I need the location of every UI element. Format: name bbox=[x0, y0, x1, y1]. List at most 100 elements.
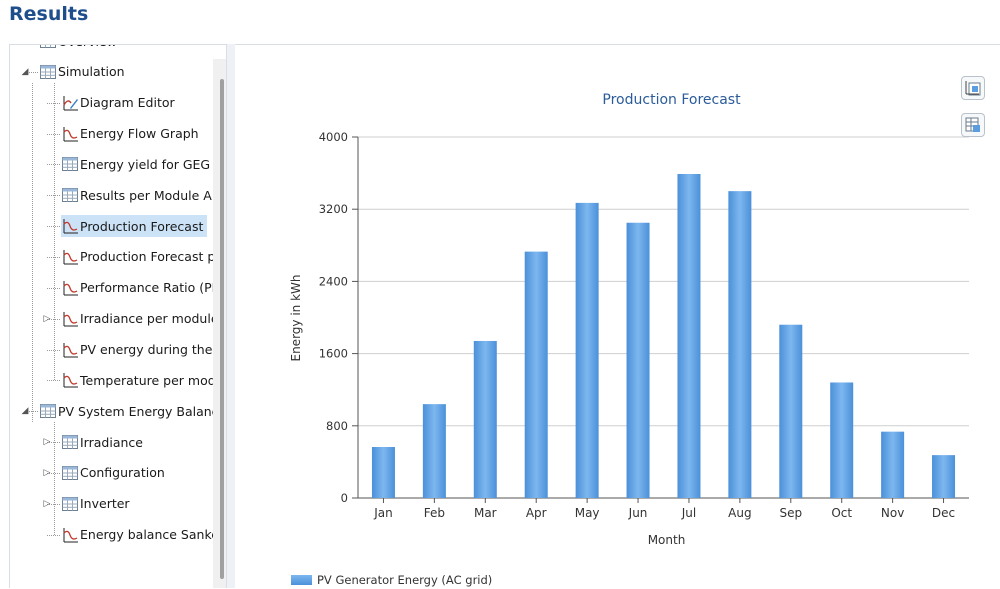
x-tick-label: Jun bbox=[628, 506, 648, 520]
x-tick-label: Sep bbox=[779, 506, 802, 520]
tree-item-label: Irradiance bbox=[80, 434, 143, 450]
tree-item-label: Diagram Editor bbox=[80, 95, 175, 111]
tree-connector bbox=[47, 226, 60, 228]
tree-item[interactable]: Overview bbox=[39, 45, 121, 52]
tree-scrollbar-thumb[interactable] bbox=[220, 79, 224, 579]
tree-item[interactable]: Irradiance per module bbox=[61, 308, 223, 330]
graph-icon bbox=[61, 125, 80, 143]
bar bbox=[779, 324, 803, 498]
tree-item[interactable]: PV System Energy Balance bbox=[39, 400, 227, 422]
tree-item-label: Performance Ratio (PF bbox=[80, 280, 219, 296]
bar bbox=[881, 431, 905, 498]
production-forecast-chart: Production Forecast 0 800 1600 2400 3200 4000 J… bbox=[289, 92, 969, 547]
chart-export-icon bbox=[965, 81, 981, 96]
collapse-arrow-icon[interactable]: ◢ bbox=[21, 66, 29, 77]
diagram-editor-icon bbox=[61, 94, 80, 112]
tree-connector bbox=[47, 380, 60, 382]
tree-item[interactable]: Performance Ratio (PF bbox=[61, 277, 223, 299]
x-tick-label: Apr bbox=[526, 506, 547, 520]
tree-scrollbar[interactable] bbox=[213, 59, 226, 588]
bar bbox=[626, 222, 650, 499]
table-icon bbox=[39, 402, 58, 420]
graph-icon bbox=[61, 341, 80, 359]
tree-item[interactable]: Simulation bbox=[39, 61, 129, 83]
graph-icon bbox=[61, 279, 80, 297]
results-tree-panel: Overview ◢ Simulation Diagram Editor Energy … bbox=[9, 44, 227, 588]
legend-swatch bbox=[291, 575, 312, 585]
tree-item[interactable]: PV energy during the bbox=[61, 339, 216, 361]
chart-panel: Production Forecast 0 800 1600 2400 3200 4000 J… bbox=[235, 44, 1000, 588]
chart-export-button[interactable] bbox=[961, 76, 985, 100]
panel-splitter[interactable] bbox=[227, 44, 235, 588]
tree-item[interactable]: Energy Flow Graph bbox=[61, 123, 203, 145]
y-axis-label: Energy in kWh bbox=[289, 275, 303, 362]
y-tick-label: 4000 bbox=[319, 130, 348, 144]
tree-item[interactable]: Production Forecast p bbox=[61, 246, 219, 268]
tree-item[interactable]: Configuration bbox=[61, 462, 169, 484]
tree-connector bbox=[47, 349, 60, 351]
tree-connector bbox=[25, 411, 38, 413]
x-tick-label: Nov bbox=[881, 506, 904, 520]
table-icon bbox=[61, 433, 80, 451]
x-tick-label: Mar bbox=[474, 506, 497, 520]
x-tick-label: Dec bbox=[932, 506, 955, 520]
expand-arrow-icon[interactable]: ▷ bbox=[43, 467, 51, 478]
tree-connector bbox=[47, 503, 60, 505]
tree-item[interactable]: Temperature per mod bbox=[61, 369, 220, 391]
y-tick-label: 800 bbox=[326, 419, 348, 433]
graph-icon bbox=[61, 217, 80, 235]
tree-item[interactable]: Results per Module Ar bbox=[61, 184, 221, 206]
expand-arrow-icon[interactable]: ▷ bbox=[43, 313, 51, 324]
tree-item-label: PV energy during the bbox=[80, 342, 213, 357]
x-tick-label: Oct bbox=[831, 506, 852, 520]
bar bbox=[677, 174, 701, 498]
tree-item-label: Irradiance per module bbox=[80, 311, 219, 327]
x-tick-label: Jul bbox=[681, 506, 696, 520]
tree-connector bbox=[47, 534, 60, 536]
tree-item-label: Energy Flow Graph bbox=[80, 126, 199, 142]
tree-item[interactable]: Energy balance Sanke bbox=[61, 524, 223, 546]
x-tick-label: May bbox=[575, 506, 600, 520]
y-tick-label: 2400 bbox=[319, 274, 348, 288]
table-icon bbox=[39, 63, 58, 81]
expand-arrow-icon[interactable]: ▷ bbox=[43, 498, 51, 509]
chart-legend: PV Generator Energy (AC grid) bbox=[291, 573, 492, 587]
tree-item-label: PV System Energy Balance bbox=[58, 403, 227, 419]
legend-label: PV Generator Energy (AC grid) bbox=[317, 573, 493, 587]
tree-item-label: Results per Module Ar bbox=[80, 187, 217, 203]
tree-item[interactable]: Inverter bbox=[61, 493, 134, 515]
tree-connector bbox=[54, 422, 55, 535]
bar bbox=[422, 404, 446, 498]
graph-icon bbox=[61, 371, 80, 389]
tree-item-label: Production Forecast p bbox=[80, 249, 216, 265]
table-icon bbox=[61, 464, 80, 482]
tree-item[interactable]: Diagram Editor bbox=[61, 92, 179, 114]
y-tick-label: 1600 bbox=[319, 347, 348, 361]
tree-item-label: Energy yield for GEG bbox=[80, 156, 211, 172]
table-export-button[interactable] bbox=[961, 113, 985, 137]
expand-arrow-icon[interactable]: ▷ bbox=[43, 437, 51, 448]
tree-item-label: Simulation bbox=[58, 64, 125, 80]
graph-icon bbox=[61, 310, 80, 328]
tree-item-label: Production Forecast bbox=[80, 218, 204, 234]
collapse-arrow-icon[interactable]: ◢ bbox=[21, 406, 29, 417]
tree-item-label: Energy balance Sanke bbox=[80, 527, 219, 543]
bar bbox=[524, 251, 548, 498]
x-tick-label: Jan bbox=[373, 506, 393, 520]
page-title: Results bbox=[9, 3, 89, 25]
bar bbox=[932, 455, 956, 498]
graph-icon bbox=[61, 526, 80, 544]
tree-item[interactable]: Energy yield for GEG bbox=[61, 153, 214, 175]
tree-connector bbox=[32, 82, 33, 423]
tree-connector bbox=[47, 102, 60, 104]
tree-item-label: Configuration bbox=[80, 465, 165, 481]
tree-connector bbox=[25, 71, 38, 73]
bar bbox=[371, 447, 395, 498]
tree-item-label: Overview bbox=[58, 45, 121, 49]
tree-item[interactable]: Irradiance bbox=[61, 431, 147, 453]
bar bbox=[830, 382, 854, 498]
bar bbox=[728, 191, 752, 498]
tree-connector bbox=[47, 256, 60, 258]
tree-item[interactable]: Production Forecast bbox=[61, 215, 208, 238]
tree-connector bbox=[47, 287, 60, 289]
